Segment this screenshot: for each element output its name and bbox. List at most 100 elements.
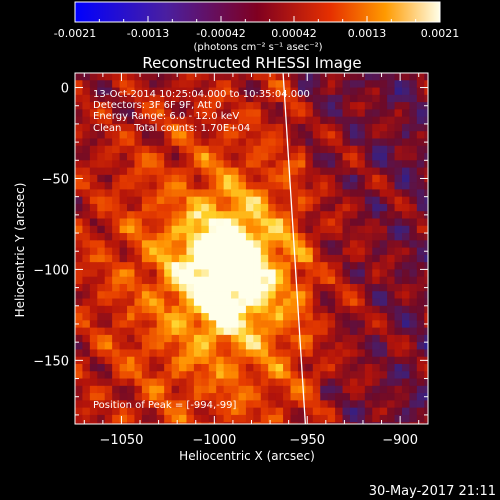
heatmap-cell xyxy=(253,363,262,372)
heatmap-cell xyxy=(275,283,284,292)
heatmap-cell xyxy=(164,109,173,118)
heatmap-cell xyxy=(127,109,135,118)
heatmap-cell xyxy=(89,414,98,423)
heatmap-cell xyxy=(327,167,336,176)
heatmap-cell xyxy=(394,174,403,183)
heatmap-cell xyxy=(290,305,299,314)
heatmap-cell xyxy=(179,87,187,96)
heatmap-cell xyxy=(186,342,195,350)
heatmap-cell xyxy=(97,174,106,183)
heatmap-cell xyxy=(275,102,284,110)
heatmap-cell xyxy=(119,109,128,118)
heatmap-cell xyxy=(164,138,173,147)
axis-ticks xyxy=(75,73,428,424)
heatmap-cell xyxy=(349,123,358,132)
heatmap-cell xyxy=(216,138,225,147)
heatmap-cell xyxy=(275,87,284,96)
heatmap-cell xyxy=(75,145,83,154)
heatmap-cell xyxy=(208,189,217,198)
heatmap-cell xyxy=(82,349,91,358)
heatmap-cell xyxy=(416,167,425,176)
heatmap-cell xyxy=(416,291,425,300)
heatmap-cell xyxy=(349,80,358,89)
heatmap-cell xyxy=(201,196,210,205)
heatmap-cell xyxy=(149,356,158,365)
heatmap-cell xyxy=(357,211,366,219)
heatmap-cell xyxy=(141,182,150,190)
heatmap-cell xyxy=(401,385,410,394)
heatmap-cell xyxy=(208,211,217,219)
heatmap-cell xyxy=(75,94,83,103)
heatmap-cell xyxy=(409,203,418,212)
heatmap-cell xyxy=(320,363,329,372)
heatmap-cell xyxy=(208,233,217,241)
heatmap-cell xyxy=(268,363,277,372)
heatmap-cell xyxy=(245,385,254,394)
heatmap-cell xyxy=(260,356,269,365)
heatmap-cell xyxy=(327,189,336,198)
heatmap-cell xyxy=(320,393,329,401)
heatmap-cell xyxy=(416,414,425,423)
heatmap-cell xyxy=(305,203,314,212)
heatmap-cell xyxy=(357,102,366,110)
heatmap-cell xyxy=(327,313,336,321)
heatmap-cell xyxy=(82,400,91,409)
heatmap-cell xyxy=(238,298,247,307)
heatmap-cell xyxy=(349,305,358,314)
heatmap-cell xyxy=(305,233,314,241)
heatmap-cell xyxy=(193,356,202,365)
heatmap-cell xyxy=(260,371,269,380)
heatmap-cell xyxy=(104,123,113,132)
heatmap-cell xyxy=(268,342,277,350)
heatmap-cell xyxy=(112,211,121,219)
x-axis-label: Heliocentric X (arcsec) xyxy=(179,449,315,463)
heatmap-cell xyxy=(156,116,165,125)
heatmap-cell xyxy=(379,269,388,278)
heatmap-cell xyxy=(401,276,410,285)
heatmap-cell xyxy=(275,385,284,394)
heatmap-cell xyxy=(268,298,277,307)
heatmap-cell xyxy=(260,291,269,300)
heatmap-cell xyxy=(134,414,143,423)
heatmap-cell xyxy=(349,371,358,380)
heatmap-cell xyxy=(245,182,254,190)
heatmap-cell xyxy=(349,87,358,96)
heatmap-cell xyxy=(208,313,217,321)
heatmap-cell xyxy=(335,211,344,219)
heatmap-cell xyxy=(134,145,143,154)
heatmap-cell xyxy=(134,203,143,212)
heatmap-cell xyxy=(320,160,329,169)
heatmap-cell xyxy=(342,334,351,343)
heatmap-cell xyxy=(141,102,150,110)
heatmap-cell xyxy=(149,153,158,161)
heatmap-cell xyxy=(179,102,187,110)
heatmap-cell xyxy=(297,174,306,183)
heatmap-cell xyxy=(379,327,388,336)
heatmap-cell xyxy=(245,400,254,409)
heatmap-cell xyxy=(268,305,277,314)
heatmap-cell xyxy=(112,298,121,307)
heatmap-cell xyxy=(253,123,262,132)
heatmap-cell xyxy=(193,94,202,103)
heatmap-cell xyxy=(97,203,106,212)
heatmap-cell xyxy=(416,225,425,234)
heatmap-cell xyxy=(401,73,410,81)
heatmap-cell xyxy=(290,422,299,424)
heatmap-cell xyxy=(416,80,425,89)
heatmap-cell xyxy=(327,240,336,249)
heatmap-cell xyxy=(231,73,239,81)
heatmap-cell xyxy=(104,211,113,219)
heatmap-cell xyxy=(193,283,202,292)
heatmap-cell xyxy=(127,414,135,423)
heatmap-cell xyxy=(193,218,202,227)
heatmap-cell xyxy=(104,378,113,387)
heatmap-cell xyxy=(424,385,428,394)
heatmap-cell xyxy=(193,327,202,336)
heatmap-cell xyxy=(223,247,232,256)
heatmap-cell xyxy=(416,342,425,350)
heatmap-cell xyxy=(127,422,135,424)
heatmap-cell xyxy=(297,160,306,169)
heatmap-cell xyxy=(401,189,410,198)
heatmap-cell xyxy=(75,371,83,380)
heatmap-cell xyxy=(223,138,232,147)
